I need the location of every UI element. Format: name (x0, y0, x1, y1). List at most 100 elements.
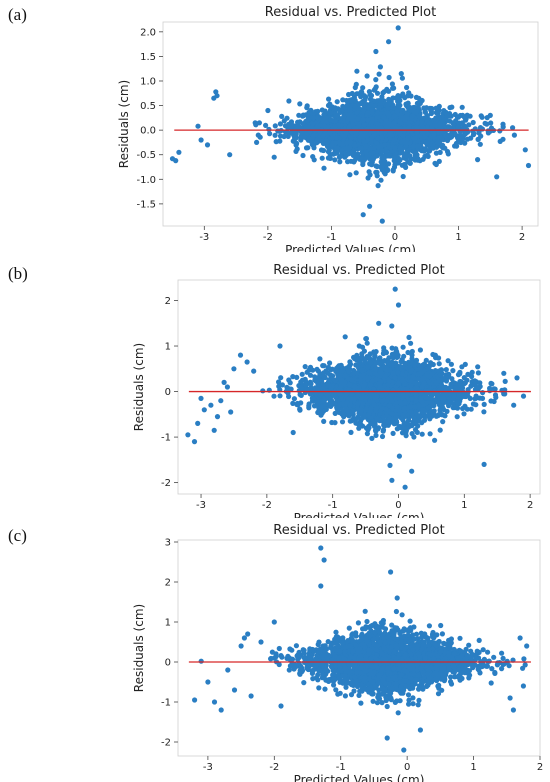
data-point (400, 344, 406, 350)
data-point (465, 387, 471, 393)
data-point (440, 412, 446, 418)
data-point (352, 103, 358, 109)
data-point (254, 139, 260, 145)
data-point (286, 98, 292, 104)
data-point (365, 110, 371, 116)
data-point (255, 132, 261, 138)
data-point (267, 131, 273, 137)
data-point (374, 98, 380, 104)
data-point (307, 372, 314, 378)
data-point (311, 403, 318, 409)
chart-panel: (b) Residual vs. Predicted Plot -3 -2 -1 0 1 2-… (0, 258, 550, 518)
data-point (298, 129, 304, 135)
data-point (308, 385, 314, 391)
data-point (276, 128, 282, 134)
data-point (418, 98, 424, 104)
data-point (276, 379, 282, 385)
data-point (352, 143, 358, 149)
data-point (387, 462, 393, 468)
data-point (319, 155, 325, 161)
data-point (379, 398, 385, 404)
data-point (476, 130, 482, 136)
data-point (462, 361, 468, 367)
scatter-points (185, 286, 527, 490)
data-point (322, 374, 328, 381)
data-point (299, 371, 305, 377)
data-point (198, 137, 204, 143)
data-point (295, 402, 301, 408)
data-point (365, 175, 371, 181)
data-point (436, 135, 442, 141)
scatter-chart: Residual vs. Predicted Plot-3 -2 -1 0 1 2-1.5… (117, 5, 539, 252)
data-point (284, 384, 290, 390)
data-point (328, 397, 334, 403)
data-point (347, 359, 353, 365)
data-point (326, 96, 332, 102)
data-point (323, 115, 329, 121)
data-point (423, 105, 430, 111)
data-point (398, 71, 404, 77)
data-point (494, 174, 500, 180)
data-point (333, 112, 339, 118)
data-point (309, 395, 316, 401)
data-point (332, 410, 338, 416)
data-point (497, 128, 503, 134)
data-point (404, 111, 410, 117)
data-point (265, 107, 271, 114)
data-point (454, 414, 460, 420)
chart-title: Residual vs. Predicted Plot (273, 263, 444, 278)
data-point (396, 380, 402, 386)
data-point (373, 77, 379, 83)
data-point (400, 173, 406, 180)
data-point (310, 115, 316, 121)
data-point (461, 375, 467, 381)
data-point (426, 395, 432, 401)
data-point (415, 132, 421, 138)
data-point (383, 148, 389, 154)
data-point (195, 123, 201, 129)
y-tick-label: 2.0 (140, 27, 156, 38)
data-point (323, 138, 329, 144)
data-point (441, 108, 447, 114)
data-point (278, 375, 284, 381)
data-point (377, 64, 383, 70)
data-point (281, 118, 287, 124)
data-point (390, 102, 396, 108)
data-point (325, 155, 331, 161)
data-point (332, 124, 338, 130)
data-point (361, 102, 367, 109)
data-point (443, 367, 449, 373)
data-point (354, 68, 360, 74)
data-point (330, 151, 336, 157)
data-point (321, 418, 327, 424)
data-point (321, 165, 327, 171)
data-point (277, 393, 283, 399)
data-point (459, 104, 465, 110)
data-point (342, 334, 348, 340)
data-point (433, 355, 439, 361)
data-point (397, 118, 403, 124)
data-point (385, 123, 391, 129)
data-point (306, 136, 312, 142)
data-point (405, 135, 411, 141)
data-point (406, 334, 412, 340)
data-point (500, 121, 506, 127)
data-point (227, 152, 233, 158)
data-point (403, 429, 409, 435)
data-point (271, 154, 277, 160)
scatter-points (169, 25, 532, 224)
x-tick-label: 0 (392, 232, 398, 243)
data-point (303, 145, 310, 151)
data-point (357, 145, 363, 151)
data-point (419, 431, 425, 437)
data-point (385, 105, 391, 111)
data-point (298, 135, 304, 141)
data-point (461, 114, 468, 120)
data-point (310, 367, 316, 373)
data-point (433, 115, 439, 121)
data-point (298, 384, 304, 390)
data-point (401, 138, 407, 145)
data-point (511, 132, 517, 138)
data-point (386, 39, 392, 45)
data-point (296, 124, 302, 130)
